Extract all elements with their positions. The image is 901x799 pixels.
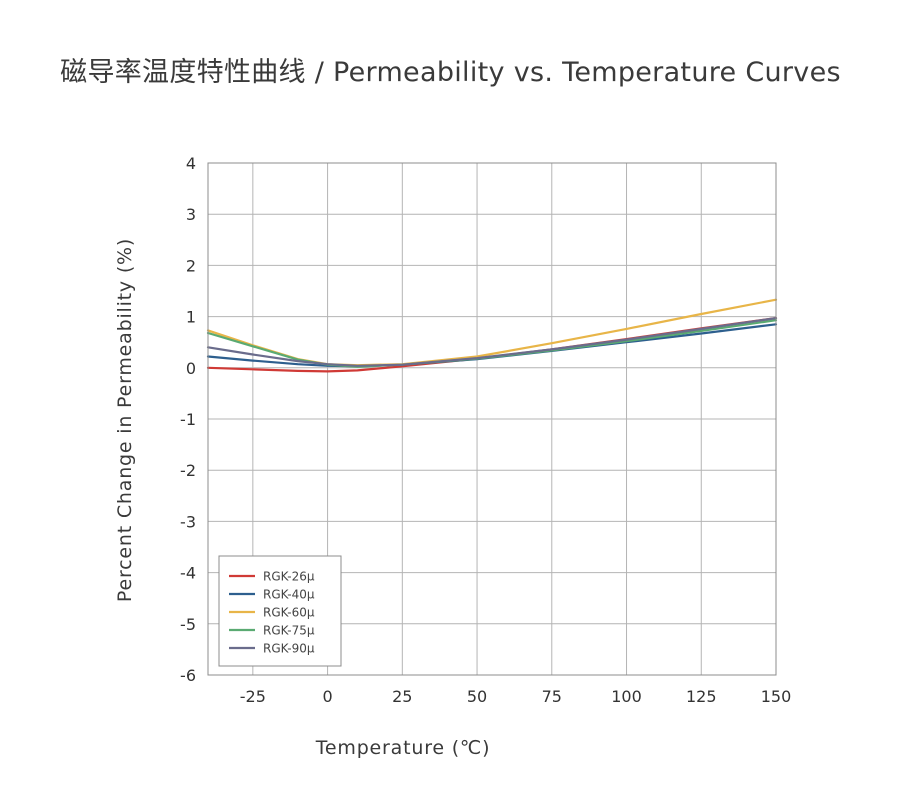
y-tick-label: -2 <box>180 461 196 480</box>
y-tick-label: -4 <box>180 564 196 583</box>
legend-label: RGK-75μ <box>263 624 315 638</box>
y-tick-label: 1 <box>186 308 196 327</box>
y-tick-label: 2 <box>186 256 196 275</box>
y-tick-label: 3 <box>186 205 196 224</box>
series-lines <box>206 298 778 373</box>
series-line <box>206 317 778 367</box>
y-tick-label: 4 <box>186 154 196 173</box>
y-tick-labels: 4 3 2 1 0 -1 -2 -3 -4 -5 -6 <box>180 154 196 685</box>
x-tick-label: -25 <box>240 687 266 706</box>
y-tick-label: 0 <box>186 359 196 378</box>
x-tick-label: 75 <box>542 687 562 706</box>
x-axis-title: Temperature (℃) <box>315 737 491 759</box>
plot-frame <box>207 162 777 676</box>
x-tick-label: 100 <box>611 687 642 706</box>
x-tick-labels: -25 0 25 50 75 100 125 150 <box>240 687 792 706</box>
grid <box>208 163 776 675</box>
y-tick-label: -1 <box>180 410 196 429</box>
legend-label: RGK-26μ <box>263 570 315 584</box>
legend-label: RGK-90μ <box>263 642 315 656</box>
y-tick-label: -3 <box>180 512 196 531</box>
legend-label: RGK-60μ <box>263 606 315 620</box>
y-tick-label: -6 <box>180 666 196 685</box>
legend-label: RGK-40μ <box>263 588 315 602</box>
x-tick-label: 150 <box>761 687 792 706</box>
y-tick-label: -5 <box>180 615 196 634</box>
y-axis-title: Percent Change in Permeability (%) <box>114 238 136 602</box>
x-tick-label: 125 <box>686 687 717 706</box>
legend: RGK-26μ RGK-40μ RGK-60μ RGK-75μ RGK-90μ <box>218 555 342 667</box>
page-title: 磁导率温度特性曲线 / Permeability vs. Temperature… <box>60 57 841 88</box>
x-tick-label: 0 <box>322 687 332 706</box>
x-tick-label: 25 <box>392 687 412 706</box>
x-tick-label: 50 <box>467 687 487 706</box>
